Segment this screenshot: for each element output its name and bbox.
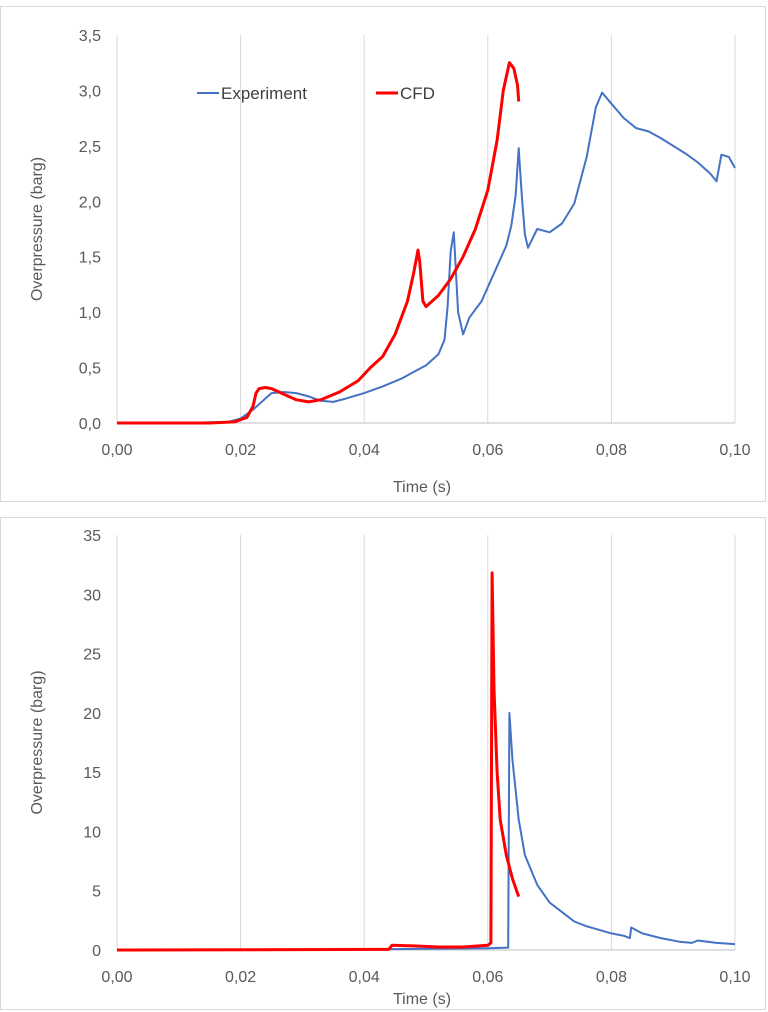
chart1-series-experiment [117, 91, 736, 424]
chart1-legend-label-experiment: Experiment [221, 84, 307, 103]
chart1-series-cfd [117, 61, 521, 425]
chart2-x-axis-title: Time (s) [393, 991, 451, 1008]
chart2-x-tick-label: 0,02 [225, 969, 256, 986]
chart1-x-tick-label: 0,08 [596, 442, 627, 459]
chart2-x-tick-label: 0,06 [472, 969, 503, 986]
chart2-y-tick-label: 0 [92, 943, 101, 960]
chart2-y-axis-title: Overpressure (barg) [29, 670, 46, 814]
chart2-y-tick-label: 5 [92, 884, 101, 901]
chart2-x-tick-label: 0,08 [596, 969, 627, 986]
chart-top [0, 6, 766, 502]
chart2-series-cfd [116, 571, 521, 952]
chart1-y-axis-title: Overpressure (barg) [29, 157, 46, 301]
chart1-x-tick-label: 0,04 [349, 442, 380, 459]
chart1-y-tick-label: 3,0 [79, 83, 101, 100]
chart1-y-tick-label: 2,0 [79, 194, 101, 211]
chart2-y-tick-label: 15 [83, 765, 101, 782]
chart2-y-tick-label: 20 [83, 706, 101, 723]
chart1-y-tick-label: 1,5 [79, 250, 101, 267]
chart2-x-tick-label: 0,10 [719, 969, 750, 986]
chart2-y-tick-label: 30 [83, 587, 101, 604]
chart1-x-tick-label: 0,00 [101, 442, 132, 459]
chart1-x-tick-label: 0,10 [719, 442, 750, 459]
chart1-y-tick-label: 0,5 [79, 361, 101, 378]
chart1-y-tick-label: 2,5 [79, 139, 101, 156]
chart2-x-tick-label: 0,00 [101, 969, 132, 986]
chart1-x-tick-label: 0,06 [472, 442, 503, 459]
chart2-x-tick-label: 0,04 [349, 969, 380, 986]
chart1-y-tick-label: 3,5 [79, 28, 101, 45]
chart2-y-tick-label: 35 [83, 528, 101, 545]
chart2-y-tick-label: 25 [83, 647, 101, 664]
chart2-y-tick-label: 10 [83, 824, 101, 841]
chart1-x-tick-label: 0,02 [225, 442, 256, 459]
chart1-y-tick-label: 0,0 [79, 416, 101, 433]
chart1-y-tick-label: 1,0 [79, 305, 101, 322]
chart2-series-experiment [116, 711, 736, 951]
chart1-x-axis-title: Time (s) [393, 479, 451, 496]
chart-bottom [0, 517, 766, 1010]
chart1-legend-label-cfd: CFD [400, 84, 435, 103]
